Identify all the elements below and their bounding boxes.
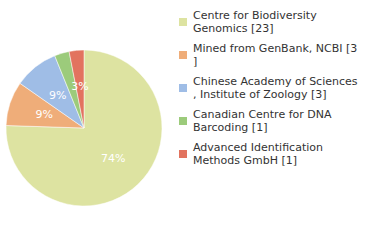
svg-text:]: ]: [193, 55, 197, 68]
svg-text:Centre for Biodiversity: Centre for Biodiversity: [193, 9, 320, 22]
svg-text:Barcoding [1]: Barcoding [1]: [193, 121, 267, 134]
svg-text:Mined from GenBank, NCBI [3: Mined from GenBank, NCBI [3: [193, 42, 357, 55]
svg-text:Canadian Centre for DNA: Canadian Centre for DNA: [193, 108, 335, 121]
svg-text:9%: 9%: [35, 108, 52, 121]
svg-text:, Institute of Zoology [3]: , Institute of Zoology [3]: [193, 88, 327, 101]
svg-text:Genomics [23]: Genomics [23]: [193, 22, 274, 35]
svg-text:3%: 3%: [71, 80, 88, 93]
svg-text:9%: 9%: [49, 89, 66, 102]
svg-text:Chinese Academy of Sciences: Chinese Academy of Sciences: [193, 75, 358, 88]
svg-text:Methods GmbH [1]: Methods GmbH [1]: [193, 154, 297, 167]
svg-text:74%: 74%: [101, 152, 125, 165]
svg-text:Advanced Identification: Advanced Identification: [193, 141, 326, 154]
